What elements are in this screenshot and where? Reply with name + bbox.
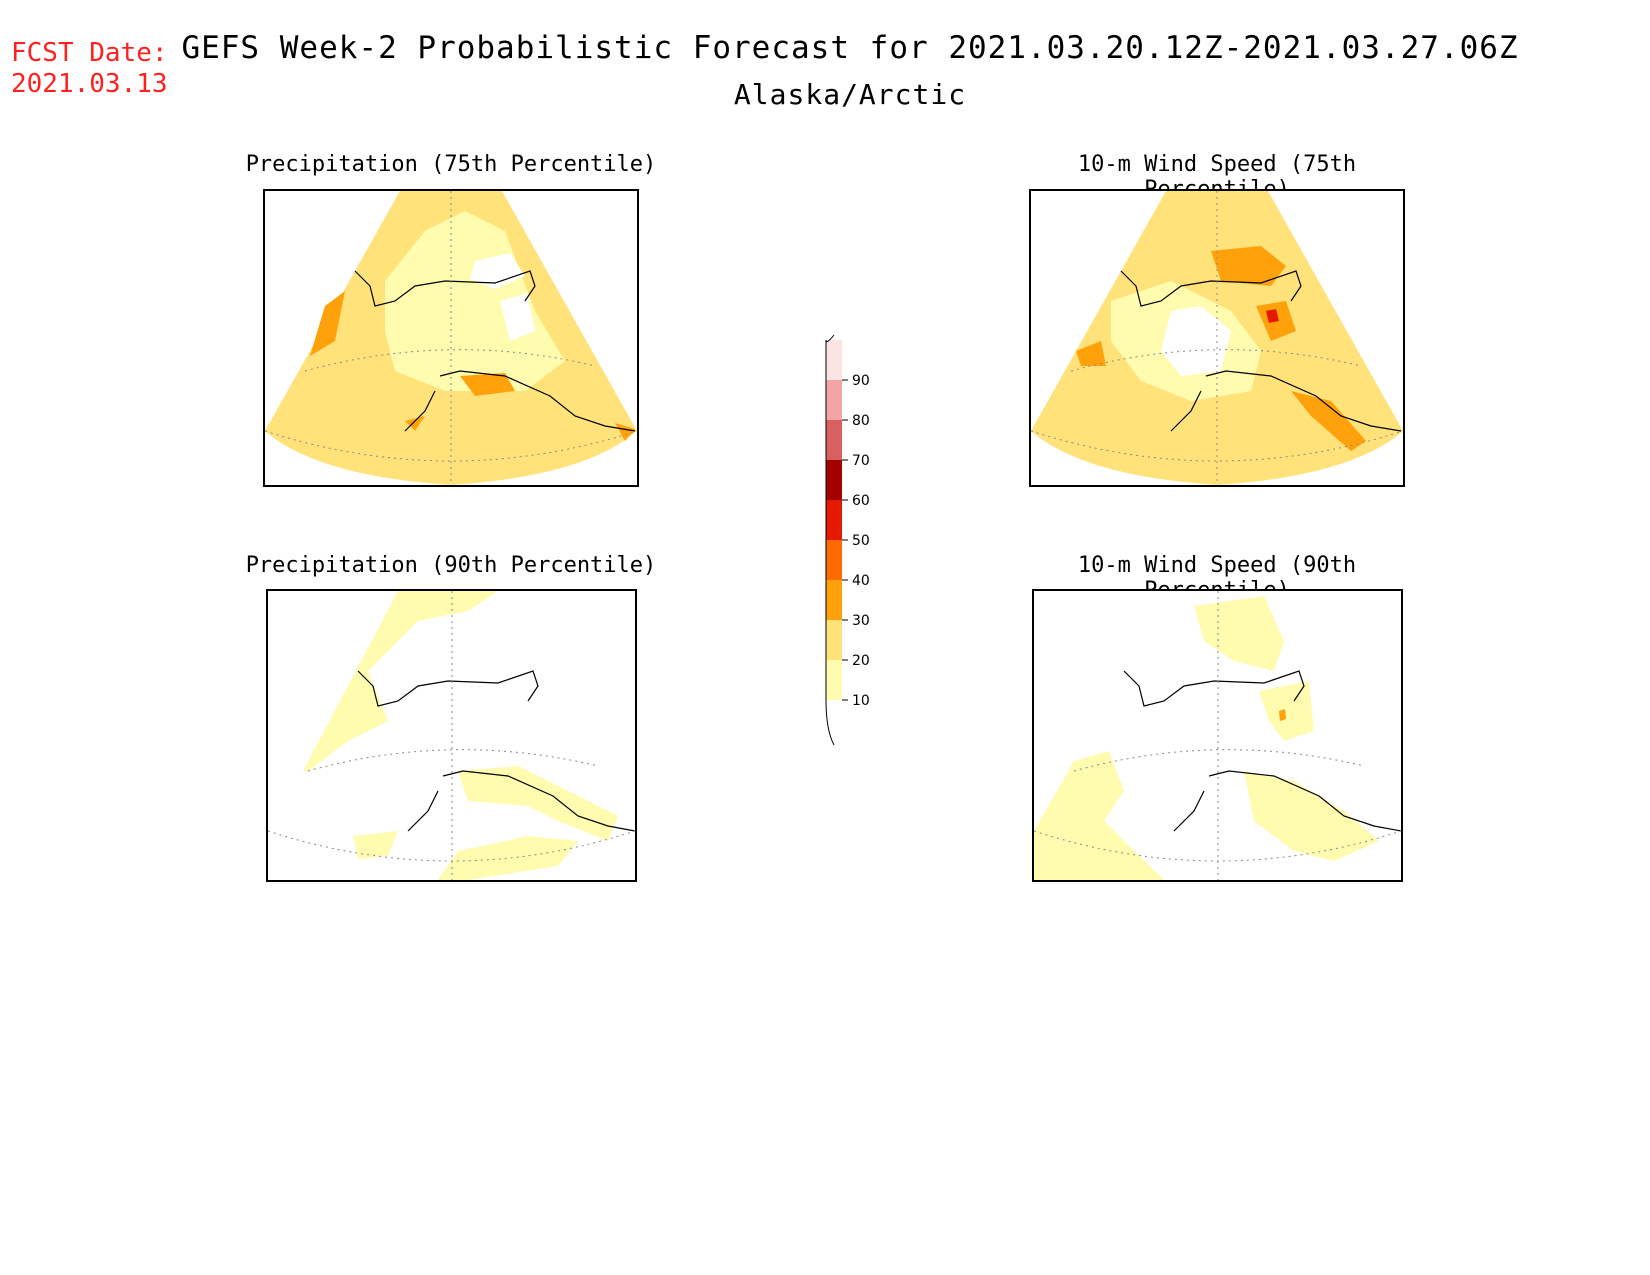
precip-90-shading-north — [303, 591, 498, 771]
page-subtitle: Alaska/Arctic — [733, 78, 967, 111]
map-panel-wind-75 — [1029, 189, 1405, 487]
colorbar-graphic: 10 20 30 40 50 60 70 80 90 — [825, 334, 870, 746]
colorbar-segment — [826, 580, 842, 620]
colorbar-tick-label: 90 — [852, 373, 870, 389]
colorbar-segment — [826, 380, 842, 420]
coastline-outline-precip-75 — [354, 270, 636, 432]
map-panel-precip-75 — [263, 189, 639, 487]
forecast-date-value: 2021.03.13 — [11, 69, 168, 99]
colorbar-segment — [826, 540, 842, 580]
wind-90-shading-north — [1194, 596, 1284, 671]
colorbar-tick-label: 80 — [852, 413, 870, 429]
forecast-date-block: FCST Date: 2021.03.13 — [11, 38, 168, 100]
colorbar-segment — [826, 660, 842, 700]
coastline-outline-wind-75 — [1120, 270, 1402, 432]
colorbar-tick-label: 70 — [852, 453, 870, 469]
map-panel-precip-90 — [266, 589, 637, 882]
coastline-outline-wind-90 — [1123, 670, 1401, 832]
map-panel-wind-90 — [1032, 589, 1403, 882]
colorbar-tick-label: 50 — [852, 533, 870, 549]
colorbar-tick-label: 20 — [852, 653, 870, 669]
colorbar-segment — [826, 620, 842, 660]
probability-colorbar: 10 20 30 40 50 60 70 80 90 — [818, 330, 898, 750]
colorbar-tick-label: 30 — [852, 613, 870, 629]
colorbar-segment — [826, 460, 842, 500]
panel-title-precip-75: Precipitation (75th Percentile) — [245, 152, 657, 177]
colorbar-segment — [826, 500, 842, 540]
colorbar-tick-label: 40 — [852, 573, 870, 589]
coastline-outline-precip-90 — [357, 670, 635, 832]
colorbar-tick-label: 60 — [852, 493, 870, 509]
forecast-date-label: FCST Date: — [11, 38, 168, 68]
page-title: GEFS Week-2 Probabilistic Forecast for 2… — [181, 30, 1519, 66]
colorbar-segment — [826, 420, 842, 460]
panel-title-precip-90: Precipitation (90th Percentile) — [245, 553, 657, 578]
colorbar-segment — [826, 340, 842, 380]
colorbar-tick-label: 10 — [852, 693, 870, 709]
colorbar-outline — [825, 334, 835, 746]
